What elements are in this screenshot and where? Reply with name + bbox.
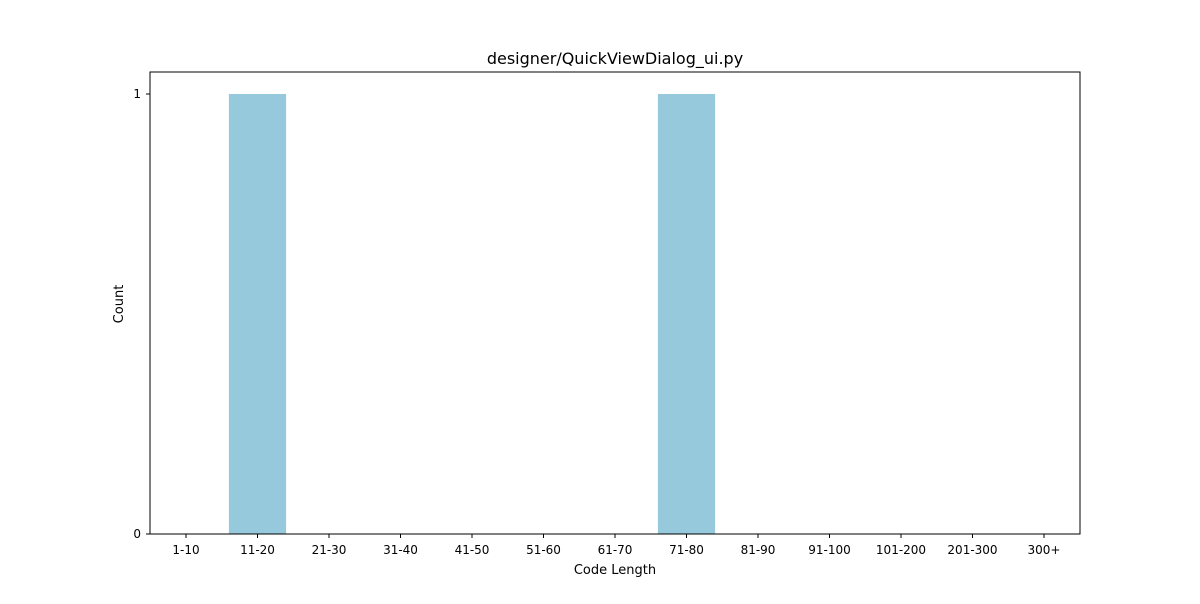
x-tick-label: 31-40 xyxy=(383,543,418,557)
x-tick-label: 300+ xyxy=(1028,543,1061,557)
x-tick-label: 21-30 xyxy=(312,543,347,557)
x-tick-label: 71-80 xyxy=(669,543,704,557)
plot-area-frame xyxy=(149,71,1081,535)
x-ticks-group: 1-10 11-20 21-30 31-40 41-50 51-60 61-70 71-80 8… xyxy=(172,534,1060,557)
x-tick-label: 101-200 xyxy=(876,543,926,557)
y-axis-label: Count xyxy=(112,285,127,324)
x-tick-label: 81-90 xyxy=(741,543,776,557)
bar-71-80 xyxy=(657,94,716,534)
y-tick-label: 1 xyxy=(133,87,141,101)
x-tick-label: 61-70 xyxy=(598,543,633,557)
x-tick-label: 91-100 xyxy=(808,543,851,557)
x-tick-label: 201-300 xyxy=(947,543,997,557)
x-tick-label: 11-20 xyxy=(240,543,275,557)
bars-group xyxy=(228,94,716,534)
x-axis-label: Code Length xyxy=(574,563,656,578)
x-tick-label: 51-60 xyxy=(526,543,561,557)
x-tick-label: 1-10 xyxy=(172,543,199,557)
x-tick-label: 41-50 xyxy=(455,543,490,557)
chart-title: designer/QuickViewDialog_ui.py xyxy=(487,49,743,69)
y-ticks-group: 01 xyxy=(133,87,150,541)
y-tick-label: 0 xyxy=(133,527,141,541)
bar-11-20 xyxy=(228,94,287,534)
